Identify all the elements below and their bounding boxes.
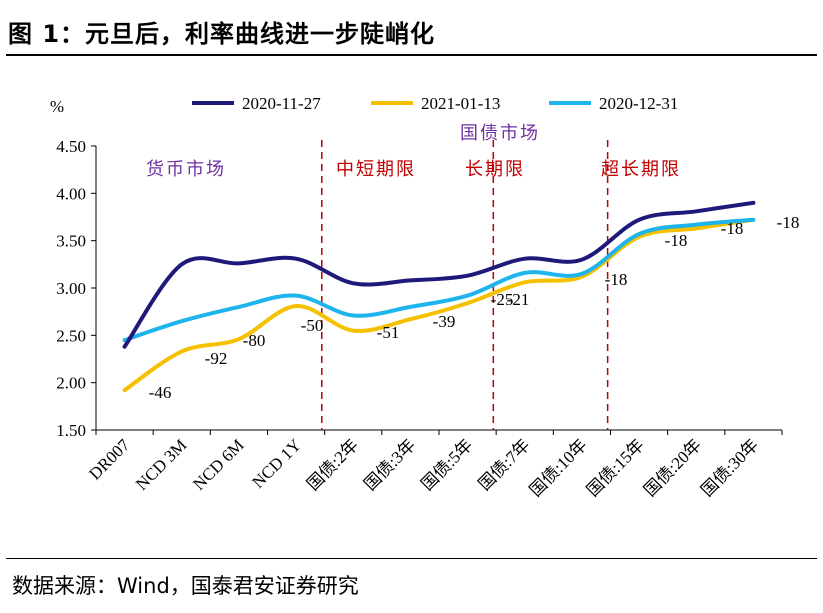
y-tick-label: 3.00: [56, 279, 86, 298]
data-label: -50: [301, 316, 324, 335]
x-tick-label: 国债:7年: [475, 435, 534, 494]
data-label: -18: [665, 231, 688, 250]
data-label: -39: [433, 312, 456, 331]
data-label: -46: [149, 383, 172, 402]
x-tick-label: 国债:15年: [583, 435, 648, 500]
series-line-2020-12-31: [122, 217, 756, 343]
x-tick-label: 国债:20年: [640, 435, 705, 500]
data-label: -25: [491, 290, 514, 309]
figure-title: 图 1：元旦后，利率曲线进一步陡峭化: [8, 20, 436, 48]
data-label: -21: [507, 290, 530, 309]
legend-label: 2020-11-27: [242, 94, 321, 113]
x-tick-label: NCD 6M: [189, 435, 248, 494]
region-label: 货币市场: [146, 159, 226, 180]
data-label: -80: [243, 331, 266, 350]
y-tick-label: 1.50: [56, 421, 86, 440]
y-tick-label: 4.50: [56, 137, 86, 156]
y-tick-label: 4.00: [56, 184, 86, 203]
x-tick-label: DR007: [85, 435, 134, 484]
legend-label: 2020-12-31: [599, 94, 678, 113]
series-line-2021-01-13: [122, 217, 756, 393]
region-label: 超长期限: [601, 159, 681, 180]
source-rule: [6, 558, 817, 559]
y-tick-label: 3.50: [56, 232, 86, 251]
data-label: -51: [377, 323, 400, 342]
x-tick-label: 国债:30年: [697, 435, 762, 500]
y-axis-unit: %: [50, 97, 64, 116]
x-tick-label: 国债:2年: [303, 435, 362, 494]
title-rule: [6, 54, 817, 56]
region-label: 中短期限: [336, 159, 416, 180]
data-label: -18: [721, 219, 744, 238]
series-line-2020-11-27: [122, 200, 756, 349]
x-tick-label: 国债:10年: [526, 435, 591, 500]
data-label: -18: [605, 270, 628, 289]
x-tick-label: NCD 3M: [132, 435, 191, 494]
x-tick-label: NCD 1Y: [248, 435, 305, 492]
region-label: 长期限: [465, 159, 525, 180]
source-note: 数据来源：Wind，国泰君安证券研究: [12, 574, 359, 598]
x-tick-label: 国债:5年: [418, 435, 477, 494]
bond-market-label: 国债市场: [460, 123, 540, 144]
y-tick-label: 2.00: [56, 374, 86, 393]
data-label: -18: [777, 213, 800, 232]
y-tick-label: 2.50: [56, 326, 86, 345]
data-label: -92: [205, 349, 228, 368]
x-tick-label: 国债:3年: [360, 435, 419, 494]
legend-label: 2021-01-13: [421, 94, 500, 113]
